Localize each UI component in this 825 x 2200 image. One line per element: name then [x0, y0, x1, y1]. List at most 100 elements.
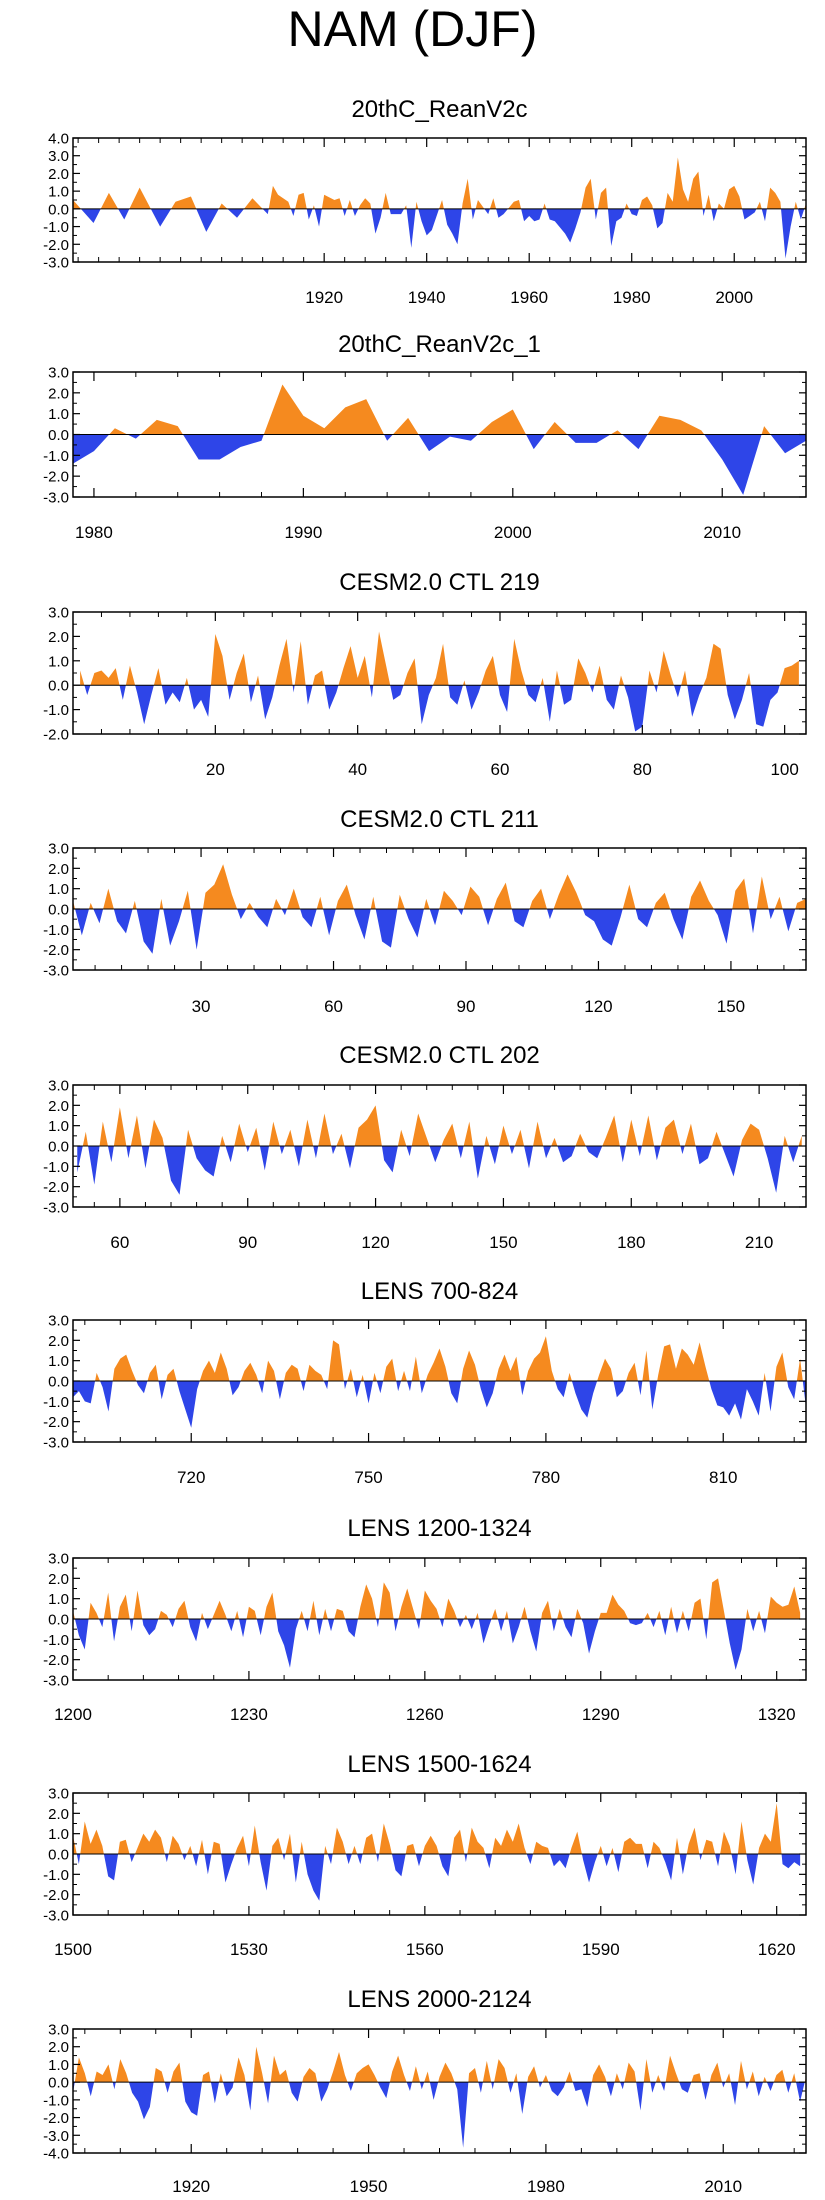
y-tick-label: 3.0: [48, 605, 69, 622]
series-negative-area: [80, 685, 799, 732]
y-tick-label: 4.0: [48, 131, 69, 148]
plot-frame: [72, 2028, 807, 2154]
x-tick-label: 1990: [284, 523, 322, 542]
y-tick-label: -3.0: [43, 1673, 69, 1690]
y-tick-label: 3.0: [48, 1078, 69, 1095]
y-tick-label: 0.0: [48, 1612, 69, 1629]
x-tick-label: 1940: [408, 288, 446, 307]
chart-panel-6: LENS 700-824 -3.0 -2.0 -1.0 0.0 1.0 2.0 3.0 720 7…: [43, 1278, 807, 1487]
y-tick-label: 3.0: [48, 1551, 69, 1568]
x-tick-label: 180: [617, 1233, 645, 1252]
series-positive-area: [73, 1336, 806, 1381]
series-positive-area: [73, 157, 806, 209]
y-tick-label: 3.0: [48, 365, 69, 382]
panel-title: CESM2.0 CTL 202: [339, 1042, 540, 1069]
x-tick-label: 1920: [305, 288, 343, 307]
y-tick-label: -2.0: [43, 727, 69, 744]
y-tick-label: -2.0: [43, 2110, 69, 2127]
y-tick-label: -2.0: [43, 1179, 69, 1196]
x-tick-label: 1230: [230, 1705, 268, 1724]
y-tick-label: 3.0: [48, 2022, 69, 2039]
panel-title: CESM2.0 CTL 219: [339, 569, 540, 596]
y-tick-label: -3.0: [43, 963, 69, 980]
x-tick-label: 1200: [54, 1705, 92, 1724]
x-tick-label: 720: [177, 1468, 205, 1487]
y-tick-label: -2.0: [43, 942, 69, 959]
y-tick-label: -3.0: [43, 255, 69, 272]
y-tick-label: -1.0: [43, 2092, 69, 2109]
x-tick-label: 120: [584, 997, 612, 1016]
y-tick-label: 0.0: [48, 902, 69, 919]
x-tick-label: 30: [192, 997, 211, 1016]
series-negative-area: [73, 208, 806, 259]
y-tick-label: 1.0: [48, 1591, 69, 1608]
y-tick-label: 0.0: [48, 1139, 69, 1156]
y-tick-label: -3.0: [43, 1908, 69, 1925]
series-negative-area: [73, 1619, 801, 1670]
x-tick-label: 80: [633, 760, 652, 779]
y-tick-label: 1.0: [48, 184, 69, 201]
y-tick-label: -1.0: [43, 702, 69, 719]
x-tick-label: 20: [206, 760, 225, 779]
y-tick-label: 1.0: [48, 1826, 69, 1843]
y-tick-label: 2.0: [48, 1806, 69, 1823]
y-tick-label: 1.0: [48, 1353, 69, 1370]
y-tick-label: 1.0: [48, 2057, 69, 2074]
x-tick-label: 2000: [494, 523, 532, 542]
panel-title: 20thC_ReanV2c_1: [338, 331, 541, 358]
y-tick-label: 3.0: [48, 841, 69, 858]
y-tick-label: 0.0: [48, 201, 69, 218]
y-tick-label: -2.0: [43, 1414, 69, 1431]
y-tick-label: -2.0: [43, 469, 69, 486]
x-tick-label: 210: [745, 1233, 773, 1252]
x-tick-label: 60: [324, 997, 343, 1016]
series-positive-area: [73, 864, 806, 909]
y-tick-label: 2.0: [48, 1333, 69, 1350]
x-tick-label: 1590: [582, 1940, 620, 1959]
x-tick-label: 150: [489, 1233, 517, 1252]
x-tick-label: 1980: [613, 288, 651, 307]
y-tick-label: -1.0: [43, 1159, 69, 1176]
figure-title: NAM (DJF): [287, 1, 538, 57]
x-tick-label: 60: [491, 760, 510, 779]
panel-title: LENS 700-824: [361, 1278, 518, 1305]
y-tick-label: -4.0: [43, 2146, 69, 2163]
x-tick-label: 60: [110, 1233, 129, 1252]
series-negative-area: [73, 1381, 806, 1428]
x-tick-label: 1980: [527, 2177, 565, 2196]
y-tick-label: 1.0: [48, 406, 69, 423]
y-tick-label: 3.0: [48, 148, 69, 165]
y-tick-label: 2.0: [48, 385, 69, 402]
y-tick-label: -1.0: [43, 1632, 69, 1649]
x-tick-label: 2000: [715, 288, 753, 307]
x-tick-label: 1290: [582, 1705, 620, 1724]
y-tick-label: -1.0: [43, 448, 69, 465]
panel-title: LENS 1200-1324: [347, 1515, 531, 1542]
series-positive-area: [73, 1578, 801, 1619]
x-tick-label: 90: [457, 997, 476, 1016]
y-tick-label: 1.0: [48, 1118, 69, 1135]
y-tick-label: 2.0: [48, 861, 69, 878]
y-tick-label: 2.0: [48, 1571, 69, 1588]
chart-panel-2: 20thC_ReanV2c_1 -3.0 -2.0 -1.0 0.0 1.0 2.0 3.0 1…: [43, 331, 807, 542]
y-tick-label: 2.0: [48, 2039, 69, 2056]
y-tick-label: -3.0: [43, 490, 69, 507]
chart-panel-4: CESM2.0 CTL 211 -3.0 -2.0 -1.0 0.0 1.0 2.0 3.0 3…: [43, 806, 807, 1016]
y-tick-label: -1.0: [43, 1394, 69, 1411]
y-tick-label: -1.0: [43, 1867, 69, 1884]
x-tick-label: 120: [361, 1233, 389, 1252]
y-tick-label: -3.0: [43, 1200, 69, 1217]
x-tick-label: 1560: [406, 1940, 444, 1959]
x-tick-label: 2010: [704, 2177, 742, 2196]
x-tick-label: 100: [770, 760, 798, 779]
x-tick-label: 1960: [510, 288, 548, 307]
chart-panel-7: LENS 1200-1324 -3.0 -2.0 -1.0 0.0 1.0 2.0 3.0 12…: [43, 1515, 807, 1724]
series-positive-area: [73, 2046, 806, 2083]
series-negative-area: [73, 1854, 801, 1901]
x-tick-label: 40: [348, 760, 367, 779]
x-tick-label: 780: [532, 1468, 560, 1487]
y-tick-label: -1.0: [43, 922, 69, 939]
x-tick-label: 750: [354, 1468, 382, 1487]
chart-panel-9: LENS 2000-2124 -4.0-3.0-2.0-1.00.01.02.03…: [43, 1986, 807, 2196]
